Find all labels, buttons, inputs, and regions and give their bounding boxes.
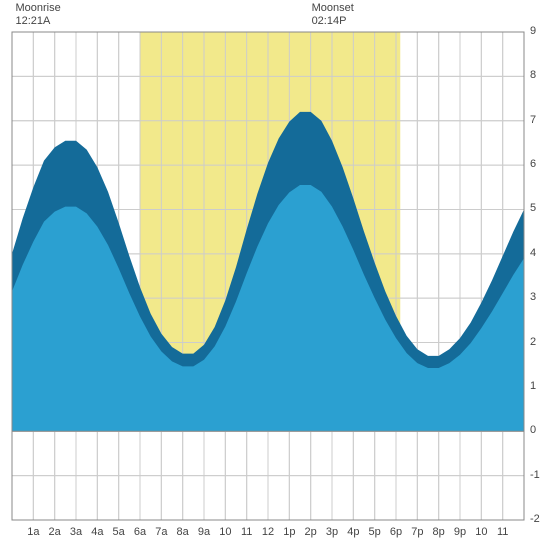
y-tick-label: 9 bbox=[530, 25, 536, 37]
x-tick-label: 4p bbox=[347, 526, 359, 538]
x-tick-label: 11 bbox=[241, 526, 252, 538]
y-tick-label: -2 bbox=[530, 513, 540, 525]
x-tick-label: 1a bbox=[27, 526, 39, 538]
x-tick-label: 6p bbox=[390, 526, 402, 538]
moonrise-label: Moonrise 12:21A bbox=[15, 2, 60, 28]
y-tick-label: 7 bbox=[530, 114, 536, 126]
x-tick-label: 9p bbox=[454, 526, 466, 538]
x-tick-label: 5a bbox=[113, 526, 125, 538]
x-tick-label: 10 bbox=[475, 526, 487, 538]
x-tick-label: 7a bbox=[155, 526, 167, 538]
x-tick-label: 2a bbox=[49, 526, 61, 538]
x-tick-label: 11 bbox=[497, 526, 508, 538]
x-tick-label: 8a bbox=[177, 526, 189, 538]
x-tick-label: 6a bbox=[134, 526, 146, 538]
y-tick-label: 2 bbox=[530, 336, 536, 348]
chart-svg bbox=[0, 0, 550, 550]
y-tick-label: 6 bbox=[530, 158, 536, 170]
moonset-time: 02:14P bbox=[312, 15, 354, 28]
y-tick-label: 8 bbox=[530, 69, 536, 81]
y-tick-label: 5 bbox=[530, 202, 536, 214]
y-tick-label: -1 bbox=[530, 469, 540, 481]
x-tick-label: 10 bbox=[219, 526, 231, 538]
y-tick-label: 3 bbox=[530, 291, 536, 303]
moonrise-title: Moonrise bbox=[15, 2, 60, 15]
x-tick-label: 12 bbox=[262, 526, 274, 538]
y-tick-label: 0 bbox=[530, 424, 536, 436]
y-tick-label: 4 bbox=[530, 247, 536, 259]
x-tick-label: 3p bbox=[326, 526, 338, 538]
x-tick-label: 2p bbox=[305, 526, 317, 538]
y-tick-label: 1 bbox=[530, 380, 536, 392]
x-tick-label: 3a bbox=[70, 526, 82, 538]
x-tick-label: 8p bbox=[433, 526, 445, 538]
x-tick-label: 5p bbox=[369, 526, 381, 538]
x-tick-label: 7p bbox=[411, 526, 423, 538]
x-tick-label: 1p bbox=[283, 526, 295, 538]
x-tick-label: 4a bbox=[91, 526, 103, 538]
x-tick-label: 9a bbox=[198, 526, 210, 538]
moonset-title: Moonset bbox=[312, 2, 354, 15]
moonrise-time: 12:21A bbox=[15, 15, 60, 28]
moonset-label: Moonset 02:14P bbox=[312, 2, 354, 28]
tide-chart: Moonrise 12:21A Moonset 02:14P -2-101234… bbox=[0, 0, 550, 550]
